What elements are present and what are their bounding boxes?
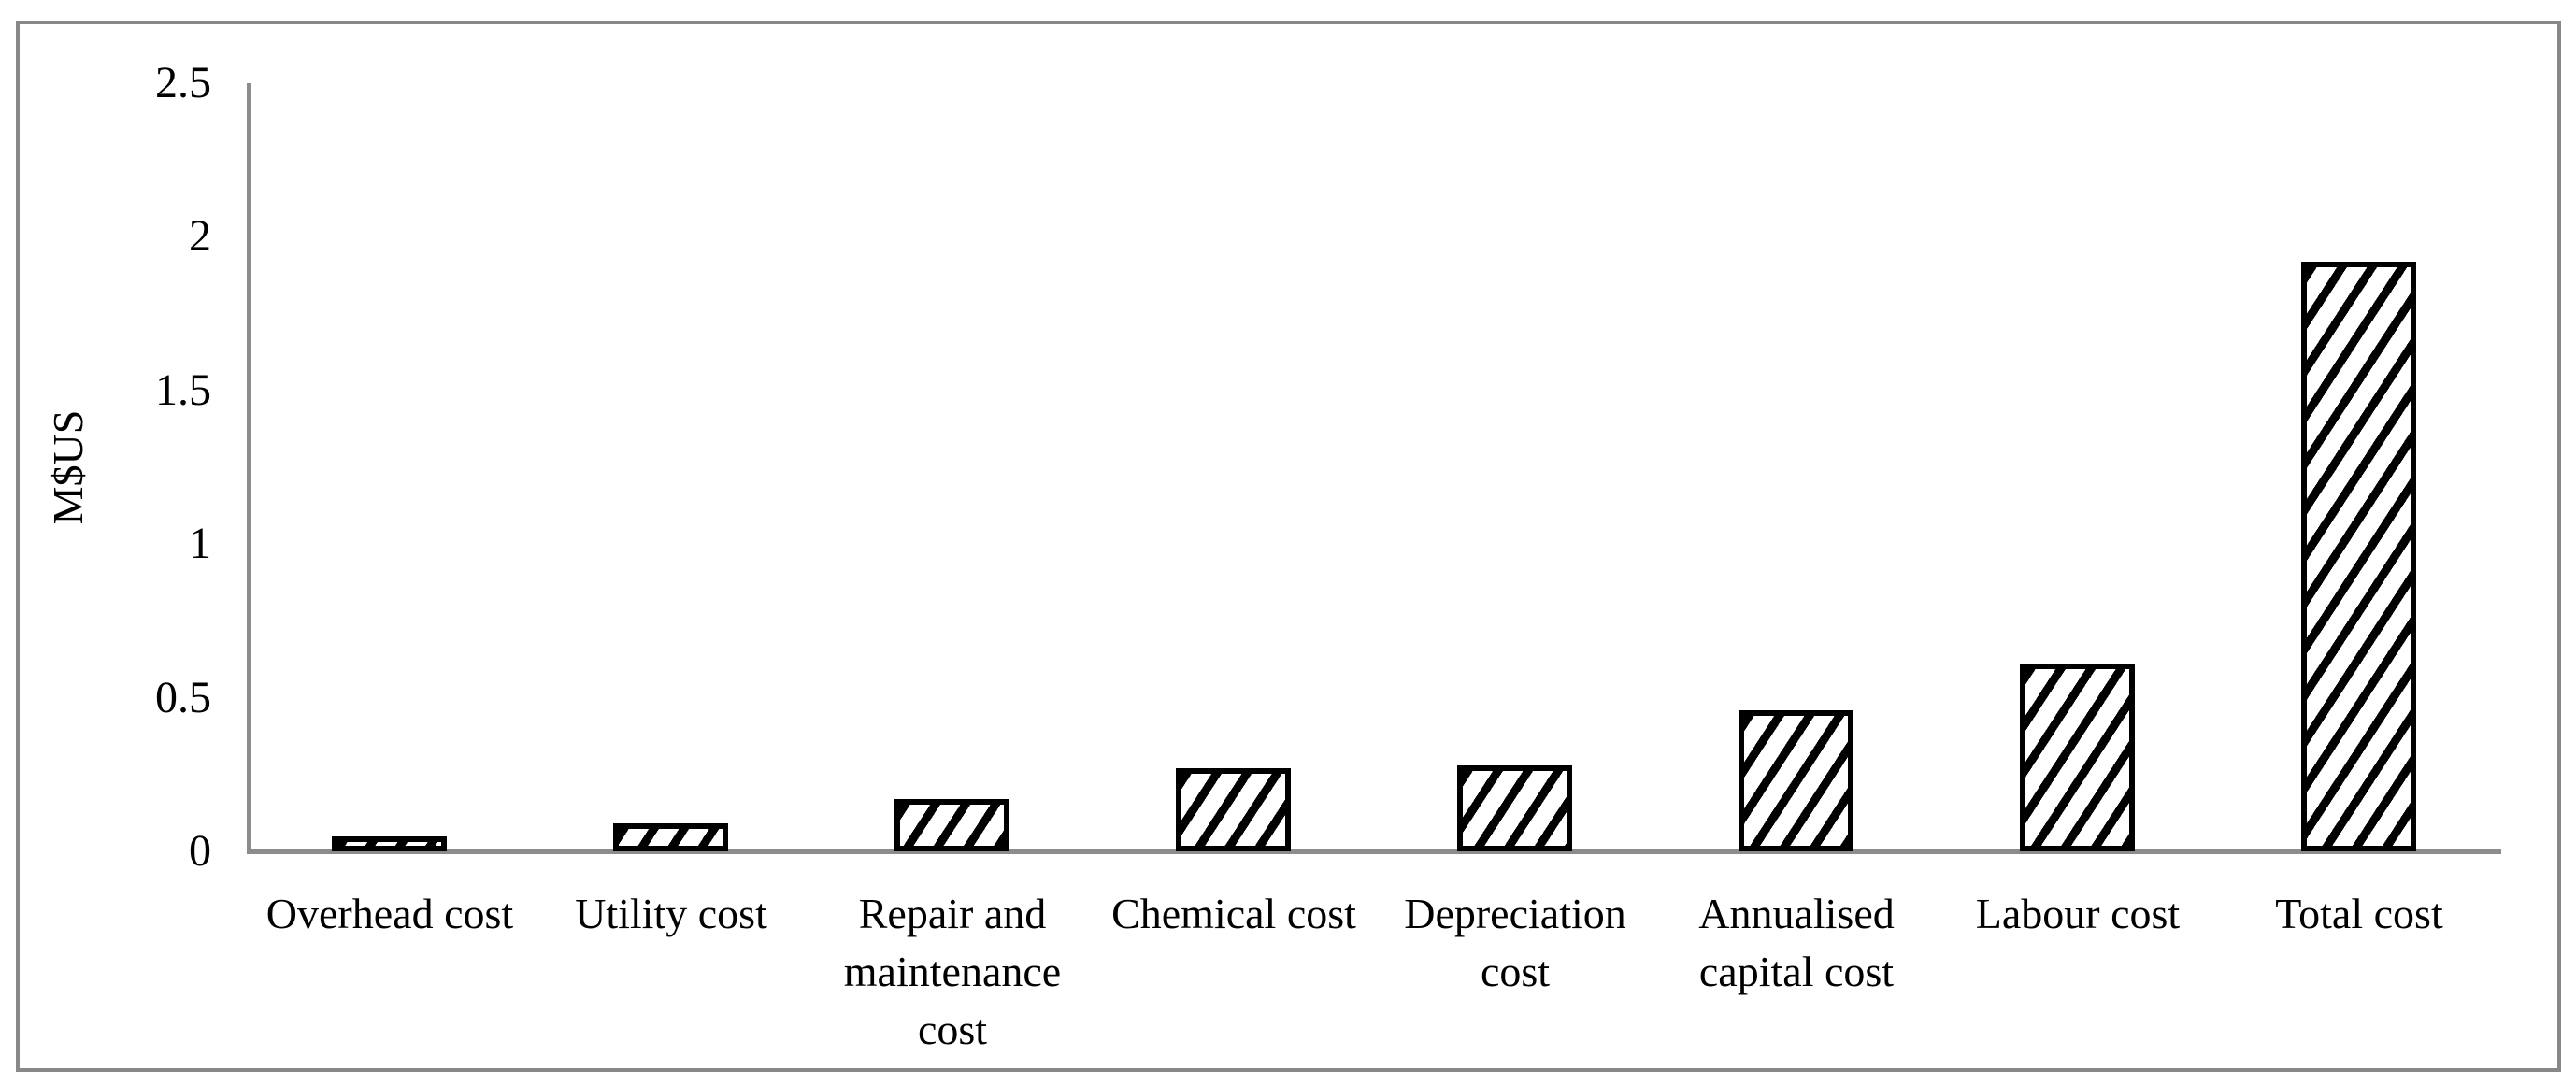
x-category-label: Labour cost: [1937, 885, 2219, 943]
y-tick-label: 0: [189, 826, 211, 876]
bar-chemical-cost: [1176, 768, 1291, 851]
y-tick-label: 1: [189, 519, 211, 569]
bar-labour-cost: [2020, 664, 2135, 851]
x-category-label-line: Utility cost: [575, 890, 767, 937]
x-category-label: Depreciation cost: [1374, 885, 1656, 1001]
y-tick-label: 0.5: [155, 672, 211, 722]
x-category-label-line: Annualised: [1698, 890, 1895, 937]
x-category-label: Utility cost: [530, 885, 812, 943]
x-category-label-line: Overhead cost: [265, 890, 514, 937]
y-axis-line: [247, 83, 251, 852]
bar-repair-and-maintenance-cost: [894, 799, 1009, 851]
x-category-label-line: Depreciation: [1404, 890, 1626, 937]
x-category-label: Annualised capital cost: [1655, 885, 1938, 1001]
x-category-label: Chemical cost: [1093, 885, 1375, 943]
bar-overhead-cost: [332, 836, 447, 851]
x-category-label-line: cost: [1480, 948, 1551, 995]
x-category-label-line: capital cost: [1698, 948, 1895, 995]
x-category-label-line: maintenance: [843, 948, 1062, 995]
bar-utility-cost: [613, 823, 728, 851]
x-category-label-line: Chemical cost: [1111, 890, 1356, 937]
y-tick-label: 2.5: [155, 58, 211, 107]
x-category-label: Overhead cost: [249, 885, 531, 943]
chart-outer-frame: [16, 21, 2561, 1072]
x-category-label-line: Total cost: [2275, 890, 2443, 937]
bar-depreciation-cost: [1457, 765, 1572, 851]
x-category-label-line: Labour cost: [1975, 890, 2181, 937]
y-tick-label: 1.5: [155, 364, 211, 415]
x-category-label: Total cost: [2218, 885, 2500, 943]
x-category-label-line: Repair and: [858, 890, 1047, 937]
y-tick-label: 2: [189, 211, 211, 262]
x-category-label-line: cost: [917, 1006, 988, 1053]
x-category-label: Repair and maintenance cost: [811, 885, 1094, 1059]
x-axis-line: [247, 849, 2501, 854]
bar-annualised-capital-cost: [1739, 710, 1853, 851]
bar-total-cost: [2301, 262, 2416, 851]
